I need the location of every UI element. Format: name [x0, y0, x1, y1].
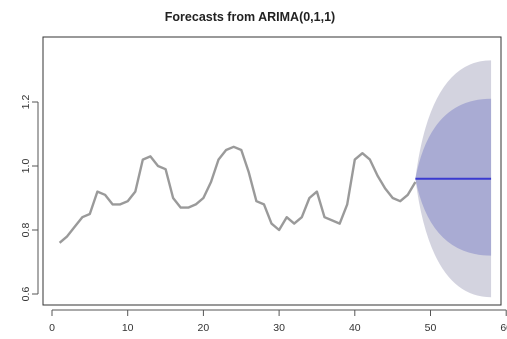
x-tick-label: 60 [500, 322, 507, 334]
y-tick-label: 1.0 [20, 159, 32, 174]
x-tick-label: 30 [273, 322, 285, 334]
y-tick-label: 0.8 [20, 223, 32, 238]
interval-80-band [415, 98, 492, 256]
y-tick-label: 0.6 [20, 287, 32, 302]
y-tick-label: 1.2 [20, 95, 32, 110]
x-tick-label: 0 [49, 322, 55, 334]
x-tick-label: 40 [349, 322, 361, 334]
y-axis: 0.6 0.8 1.0 1.2 [20, 95, 39, 302]
x-tick-label: 50 [425, 322, 437, 334]
x-tick-label: 10 [122, 322, 134, 334]
series-line [58, 145, 417, 244]
plot-box [42, 36, 502, 306]
series-lines [58, 145, 492, 244]
x-tick-label: 20 [198, 322, 210, 334]
chart-title: Forecasts from ARIMA(0,1,1) [164, 10, 336, 24]
x-axis: 0 10 20 30 40 50 60 [49, 309, 507, 334]
